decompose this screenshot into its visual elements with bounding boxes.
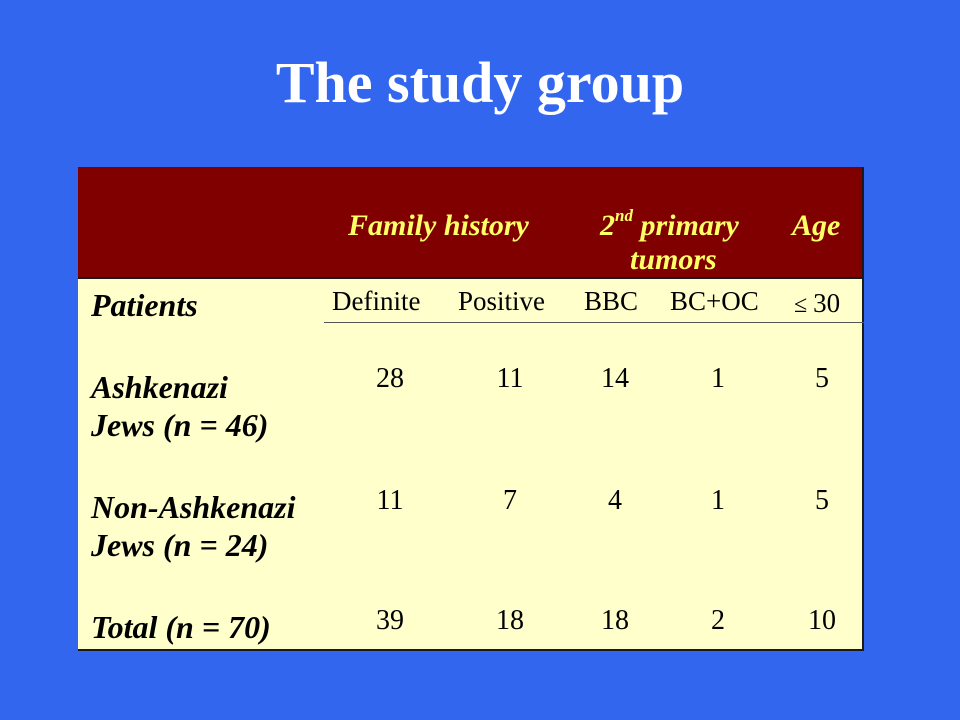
header-second-primary: 2nd primary — [600, 206, 739, 247]
cell-total-positive: 18 — [496, 605, 524, 636]
cell-total-bbc: 18 — [601, 605, 629, 636]
less-than-or-equal-icon: ≤ — [794, 292, 808, 318]
cell-non-ashkenazi-positive: 7 — [503, 485, 517, 516]
slide-title: The study group — [275, 50, 685, 115]
cell-ashkenazi-age: 5 — [815, 363, 829, 394]
cell-non-ashkenazi-bcoc: 1 — [711, 485, 725, 516]
subheader-bbc: BBC — [584, 286, 639, 316]
subheader-age-threshold: 30 — [813, 288, 841, 318]
subheader-divider — [324, 322, 864, 323]
cell-ashkenazi-positive: 11 — [496, 363, 524, 394]
row-label-non-ashkenazi-line2: Jews (n = 24) — [91, 527, 269, 563]
table-header-band: Family history 2nd primary tumors Age — [78, 167, 862, 279]
subheader-positive: Positive — [458, 286, 546, 316]
header-second-primary-rest: primary — [632, 209, 739, 242]
cell-non-ashkenazi-age: 5 — [815, 485, 829, 516]
patients-label: Patients — [91, 287, 198, 323]
subheader-age: ≤30 — [794, 286, 840, 322]
cell-ashkenazi-bcoc: 1 — [711, 363, 725, 394]
row-label-ashkenazi-line2: Jews (n = 46) — [91, 407, 269, 443]
cell-non-ashkenazi-definite: 11 — [376, 485, 404, 516]
header-second-primary-sup: nd — [615, 206, 633, 225]
header-family-history: Family history — [348, 209, 529, 242]
cell-total-age: 10 — [808, 605, 836, 636]
cell-total-definite: 39 — [376, 605, 404, 636]
row-label-ashkenazi-line1: Ashkenazi — [91, 369, 228, 405]
cell-ashkenazi-bbc: 14 — [601, 363, 629, 394]
header-tumors: tumors — [630, 243, 717, 276]
row-label-non-ashkenazi-line1: Non-Ashkenazi — [91, 489, 296, 525]
cell-ashkenazi-definite: 28 — [376, 363, 404, 394]
header-age: Age — [792, 209, 841, 242]
subheader-bcoc: BC+OC — [670, 286, 759, 316]
cell-non-ashkenazi-bbc: 4 — [608, 485, 622, 516]
study-group-table: Family history 2nd primary tumors Age De… — [78, 167, 864, 651]
cell-total-bcoc: 2 — [711, 605, 725, 636]
subheader-definite: Definite — [332, 286, 421, 316]
header-second-primary-ord: 2 — [600, 209, 615, 242]
row-label-total: Total (n = 70) — [91, 609, 271, 645]
